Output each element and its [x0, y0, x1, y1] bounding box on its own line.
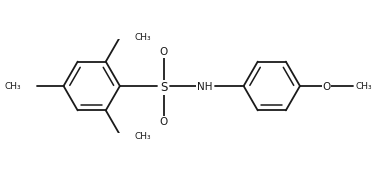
- Text: O: O: [159, 47, 168, 57]
- Text: O: O: [159, 117, 168, 127]
- Text: CH₃: CH₃: [5, 83, 21, 92]
- Text: CH₃: CH₃: [135, 33, 151, 42]
- Text: CH₃: CH₃: [135, 132, 151, 141]
- Text: O: O: [322, 82, 331, 92]
- Text: CH₃: CH₃: [356, 83, 372, 92]
- Text: S: S: [160, 81, 167, 94]
- Text: NH: NH: [197, 82, 213, 92]
